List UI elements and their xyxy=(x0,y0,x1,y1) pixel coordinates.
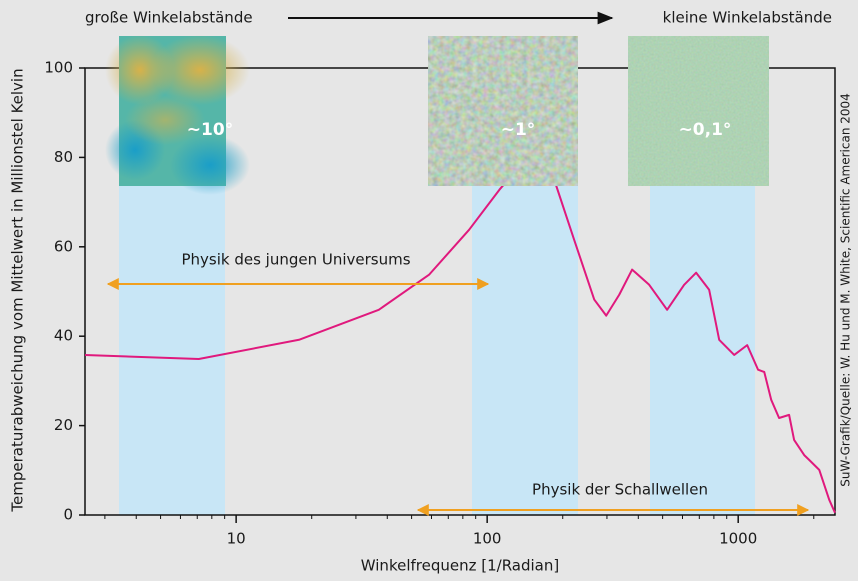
map-blob xyxy=(150,35,250,105)
y-tick-label: 40 xyxy=(54,327,73,345)
y-tick-label: 80 xyxy=(54,148,73,166)
map-blob xyxy=(170,135,250,195)
scale-label: ~0,1° xyxy=(679,120,732,140)
annotation: große Winkelabstände xyxy=(85,9,253,27)
y-tick-label: 60 xyxy=(54,237,73,255)
source: SuW-Grafik/Quelle: W. Hu und M. White, S… xyxy=(839,93,853,487)
x-axis-label: Winkelfrequenz [1/Radian] xyxy=(361,557,559,575)
y-tick-label: 20 xyxy=(54,416,73,434)
map-medium xyxy=(428,36,578,186)
annotation: kleine Winkelabstände xyxy=(663,9,832,27)
scale-label: ~10° xyxy=(187,120,233,140)
annotation: Physik der Schallwellen xyxy=(532,481,708,499)
sky-maps: ~10° ~1° ~0,1° xyxy=(105,35,769,195)
map-blob xyxy=(105,35,175,105)
y-tick-label: 100 xyxy=(44,59,73,77)
y-tick-label: 0 xyxy=(63,506,73,524)
y-axis-label: Temperaturabweichung vom Mittelwert in M… xyxy=(9,68,27,512)
map-blob xyxy=(125,95,205,145)
plot: 0 20 40 60 80 100 10 100 1000 xyxy=(44,59,836,548)
scale-label: ~1° xyxy=(501,120,536,140)
data-line xyxy=(84,160,836,514)
annotation: Physik des jungen Universums xyxy=(181,251,410,269)
x-tick-label: 1000 xyxy=(719,530,757,548)
map-small xyxy=(628,36,769,186)
x-tick-label: 10 xyxy=(227,530,246,548)
x-tick-label: 100 xyxy=(473,530,502,548)
